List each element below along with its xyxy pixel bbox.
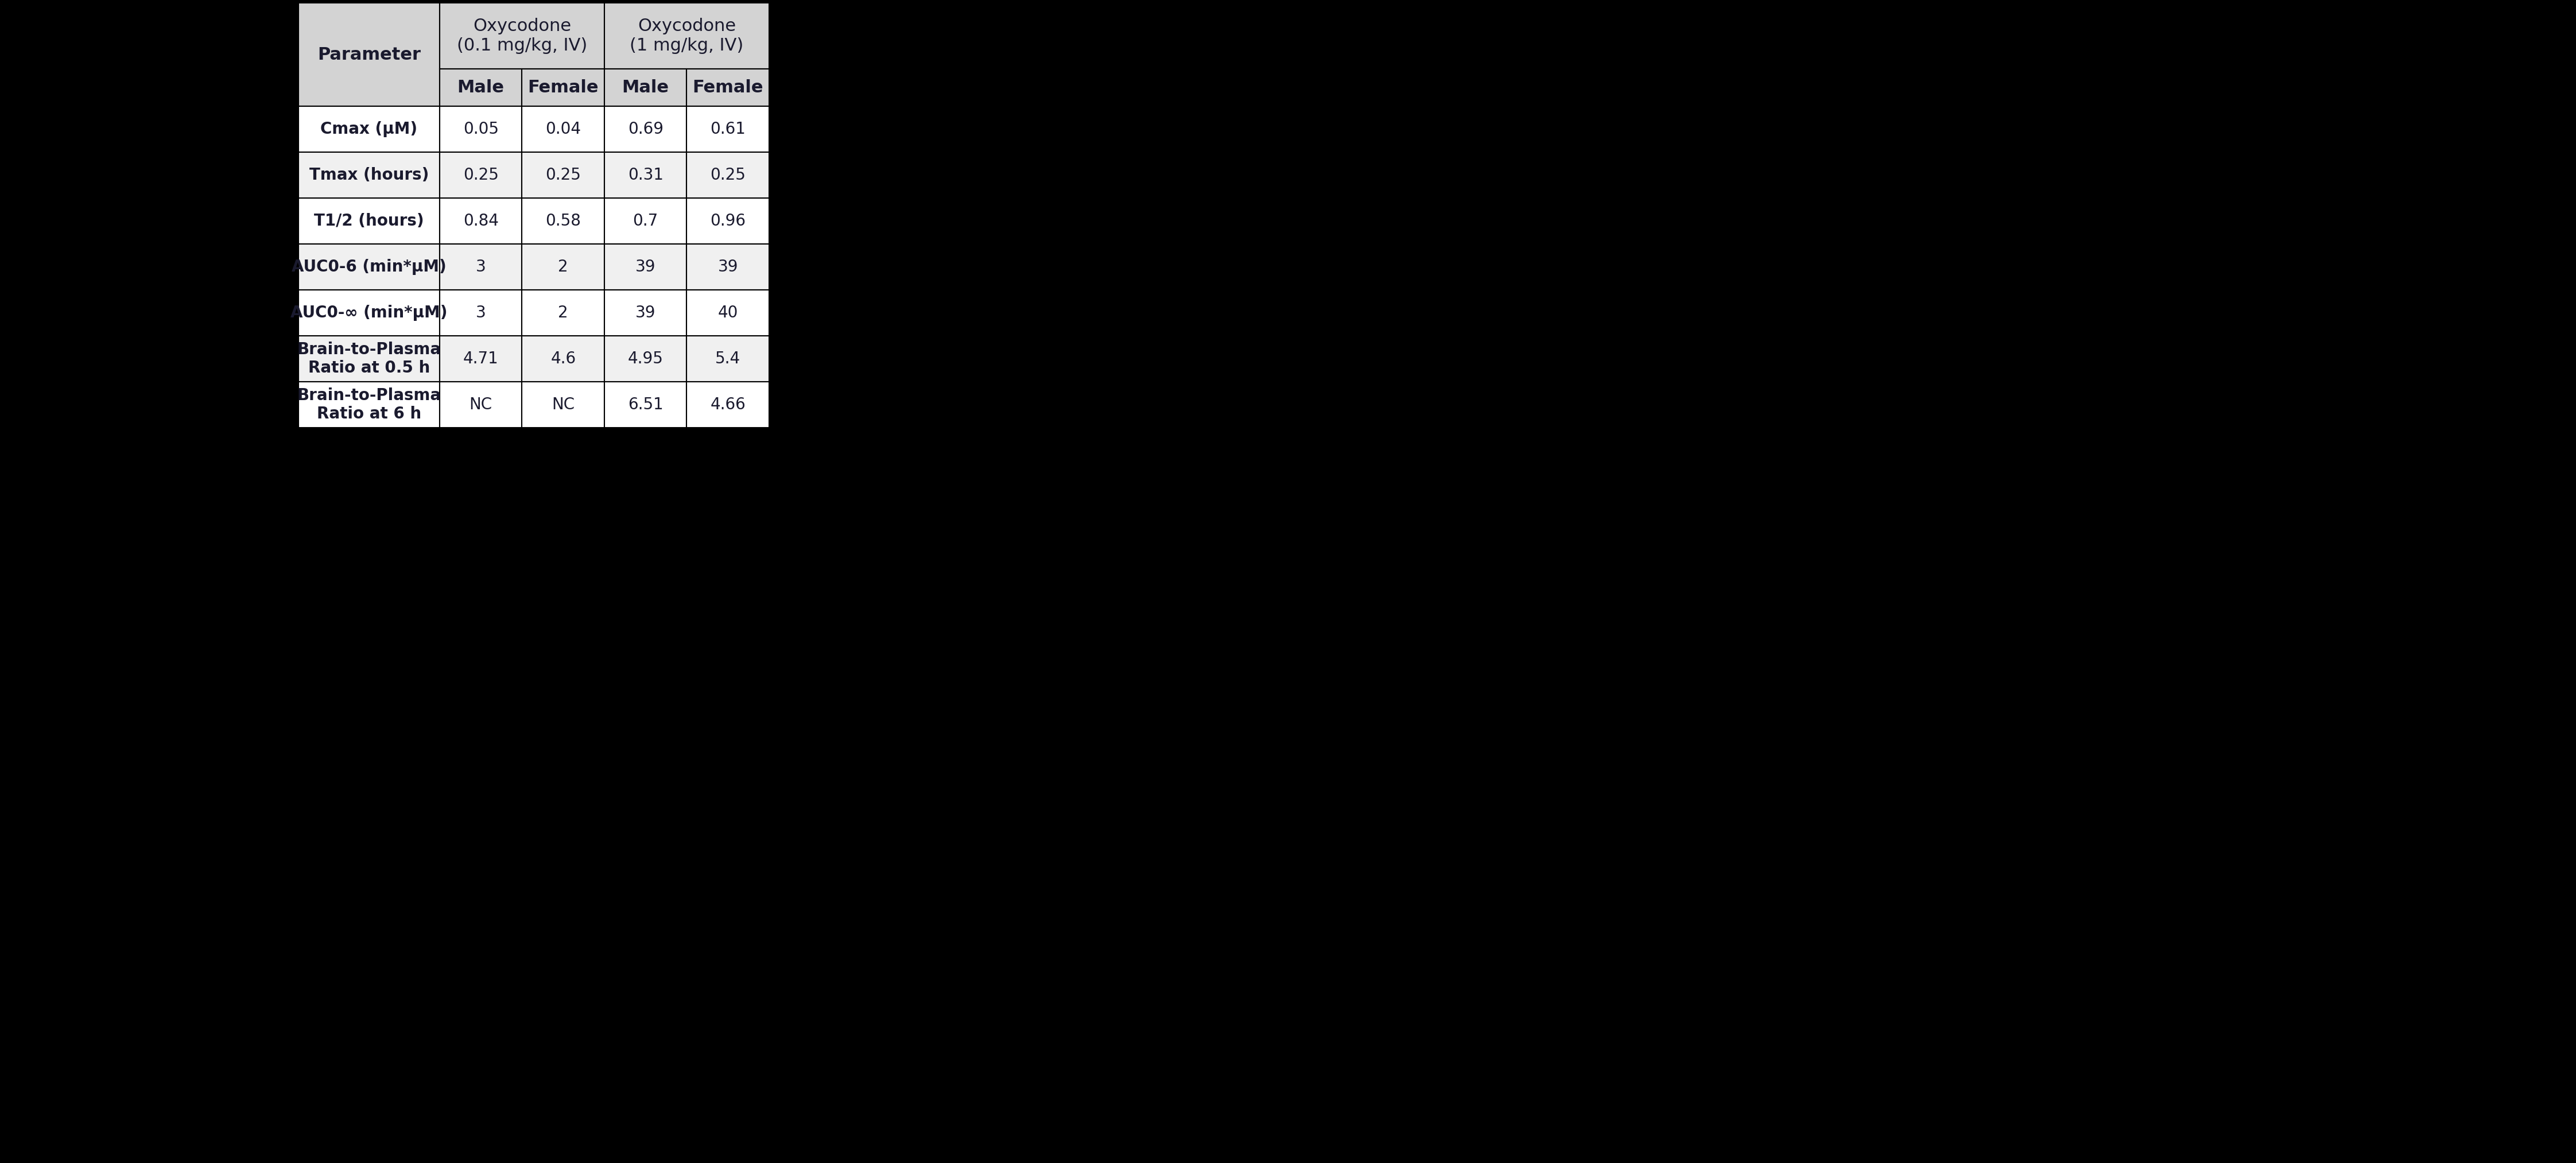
Bar: [523, 244, 605, 290]
Bar: [440, 244, 523, 290]
Text: 4.66: 4.66: [711, 397, 744, 413]
Bar: [299, 336, 440, 381]
Text: 0.58: 0.58: [546, 213, 582, 229]
Bar: [299, 2, 440, 106]
Bar: [688, 152, 770, 198]
Text: Tmax (hours): Tmax (hours): [309, 167, 428, 183]
Text: 0.61: 0.61: [711, 121, 744, 137]
Text: 4.6: 4.6: [551, 351, 577, 366]
Bar: [523, 106, 605, 152]
Bar: [688, 381, 770, 428]
Text: 0.7: 0.7: [634, 213, 659, 229]
Text: Brain-to-Plasma
Ratio at 6 h: Brain-to-Plasma Ratio at 6 h: [296, 387, 440, 422]
Text: Oxycodone
(0.1 mg/kg, IV): Oxycodone (0.1 mg/kg, IV): [456, 17, 587, 53]
Bar: [688, 106, 770, 152]
Bar: [440, 290, 523, 336]
Bar: [688, 336, 770, 381]
Text: 3: 3: [477, 259, 487, 274]
Text: AUC0-∞ (min*µM): AUC0-∞ (min*µM): [291, 305, 448, 321]
Text: 0.04: 0.04: [546, 121, 582, 137]
Text: 4.71: 4.71: [464, 351, 500, 366]
Bar: [299, 290, 440, 336]
Bar: [299, 106, 440, 152]
Text: 0.25: 0.25: [546, 167, 582, 183]
Bar: [688, 198, 770, 244]
Bar: [605, 152, 688, 198]
Text: Female: Female: [528, 79, 598, 95]
Bar: [605, 69, 688, 106]
Bar: [523, 336, 605, 381]
Bar: [299, 244, 440, 290]
Bar: [523, 381, 605, 428]
Bar: [523, 152, 605, 198]
Text: 6.51: 6.51: [629, 397, 662, 413]
Text: 0.25: 0.25: [464, 167, 500, 183]
Bar: [299, 152, 440, 198]
Text: 0.25: 0.25: [711, 167, 744, 183]
Bar: [440, 336, 523, 381]
Text: Cmax (µM): Cmax (µM): [319, 121, 417, 137]
Bar: [688, 290, 770, 336]
Text: 3: 3: [477, 305, 487, 321]
Text: NC: NC: [469, 397, 492, 413]
Bar: [605, 244, 688, 290]
Bar: [440, 2, 605, 69]
Text: NC: NC: [551, 397, 574, 413]
Text: 0.69: 0.69: [629, 121, 665, 137]
Text: Male: Male: [621, 79, 670, 95]
Text: Male: Male: [459, 79, 505, 95]
Text: 40: 40: [719, 305, 739, 321]
Text: AUC0-6 (min*µM): AUC0-6 (min*µM): [291, 259, 446, 274]
Bar: [299, 381, 440, 428]
Bar: [440, 198, 523, 244]
Text: 39: 39: [636, 305, 657, 321]
Text: 0.84: 0.84: [464, 213, 500, 229]
Bar: [440, 152, 523, 198]
Text: 4.95: 4.95: [629, 351, 665, 366]
Bar: [605, 336, 688, 381]
Text: T1/2 (hours): T1/2 (hours): [314, 213, 425, 229]
Text: 0.31: 0.31: [629, 167, 665, 183]
Bar: [605, 106, 688, 152]
Bar: [605, 381, 688, 428]
Bar: [605, 290, 688, 336]
Text: 2: 2: [559, 305, 569, 321]
Bar: [440, 106, 523, 152]
Bar: [605, 2, 770, 69]
Text: 2: 2: [559, 259, 569, 274]
Text: 5.4: 5.4: [716, 351, 742, 366]
Bar: [440, 381, 523, 428]
Text: Parameter: Parameter: [317, 47, 420, 63]
Text: Oxycodone
(1 mg/kg, IV): Oxycodone (1 mg/kg, IV): [631, 17, 744, 53]
Bar: [440, 69, 523, 106]
Bar: [523, 198, 605, 244]
Bar: [523, 290, 605, 336]
Bar: [688, 69, 770, 106]
Text: 39: 39: [636, 259, 657, 274]
Text: Female: Female: [693, 79, 762, 95]
Bar: [688, 244, 770, 290]
Bar: [523, 69, 605, 106]
Text: 0.96: 0.96: [711, 213, 744, 229]
Bar: [605, 198, 688, 244]
Text: Brain-to-Plasma
Ratio at 0.5 h: Brain-to-Plasma Ratio at 0.5 h: [296, 342, 440, 376]
Text: 0.05: 0.05: [464, 121, 500, 137]
Text: 39: 39: [719, 259, 739, 274]
Bar: [299, 198, 440, 244]
